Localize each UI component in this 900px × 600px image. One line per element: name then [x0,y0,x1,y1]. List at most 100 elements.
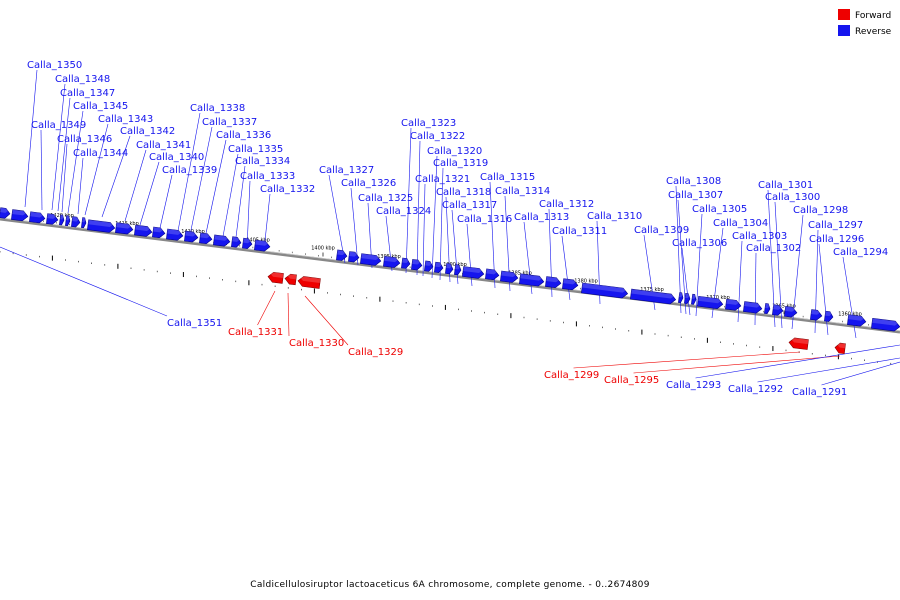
gene-rev-21 [360,253,382,266]
tick-label: 1370 kbp [706,295,730,301]
gene-label-calla-1313: Calla_1313 [514,212,569,223]
leader-line [189,126,213,236]
leader-line [328,174,346,264]
label-leaders [0,69,900,386]
gene-rev-42 [743,301,763,314]
gene-rev-15 [213,234,231,247]
leader-line [51,83,66,211]
leader-line [439,167,444,281]
gene-label-calla-1322: Calla_1322 [410,131,465,142]
leader-line [124,149,147,222]
leader-line [677,199,687,315]
gene-labels: Calla_1350 Calla_1349 Calla_1348 Calla_1347… [27,60,888,398]
gene-fwd-1 [284,273,297,286]
leader-line [821,361,900,386]
legend: Forward Reverse [838,9,892,37]
gene-label-calla-1323: Calla_1323 [401,118,456,129]
leader-line [350,187,359,266]
leader-line [416,140,421,276]
tick-label: 1390 kbp [443,262,467,268]
leader-line [675,185,682,314]
gene-label-calla-1342: Calla_1342 [120,126,175,137]
gene-fwd-3 [788,337,809,350]
tick-label: 1380 kbp [574,279,598,285]
gene-rev-46 [810,309,823,321]
gene-label-calla-1324: Calla_1324 [376,206,431,217]
gene-rev-0 [0,207,11,219]
gene-label-calla-1350: Calla_1350 [27,60,82,71]
gene-label-calla-1309: Calla_1309 [634,225,689,236]
legend-forward-swatch [838,9,850,20]
gene-label-calla-1331: Calla_1331 [228,327,283,338]
gene-rev-14 [199,232,213,245]
gene-label-calla-1315: Calla_1315 [480,172,535,183]
leader-line [287,292,290,337]
gene-rev-29 [462,266,485,279]
gene-label-calla-1337: Calla_1337 [202,117,257,128]
leader-line [139,161,160,226]
gene-label-calla-1314: Calla_1314 [495,186,550,197]
legend-reverse-swatch [838,25,850,36]
gene-label-calla-1325: Calla_1325 [358,193,413,204]
gene-label-calla-1299: Calla_1299 [544,370,599,381]
gene-label-calla-1346: Calla_1346 [57,134,112,145]
leader-line [77,157,84,215]
gene-rev-48 [847,314,867,327]
gene-label-calla-1319: Calla_1319 [433,158,488,169]
gene-label-calla-1349: Calla_1349 [31,120,86,131]
leader-line [0,246,168,317]
gene-rev-45 [784,306,798,318]
gene-label-calla-1351: Calla_1351 [167,318,222,329]
leader-line [405,127,412,274]
gene-rev-31 [500,270,519,283]
gene-rev-6 [71,216,81,228]
leader-line [204,139,227,239]
leader-line [633,355,841,374]
gene-label-calla-1312: Calla_1312 [539,199,594,210]
gene-label-calla-1332: Calla_1332 [260,184,315,195]
gene-label-calla-1304: Calla_1304 [713,218,768,229]
gene-label-calla-1326: Calla_1326 [341,178,396,189]
gene-label-calla-1321: Calla_1321 [415,174,470,185]
leader-line [40,129,43,211]
gene-label-calla-1330: Calla_1330 [289,338,344,349]
leader-line [757,357,900,383]
gene-label-calla-1300: Calla_1300 [765,192,820,203]
leader-line [177,112,201,232]
gene-rev-12 [166,228,184,241]
gene-rev-38 [684,293,691,304]
leader-line [84,123,109,216]
gene-rev-24 [411,259,423,271]
gene-label-calla-1311: Calla_1311 [552,226,607,237]
gene-label-calla-1316: Calla_1316 [457,214,512,225]
gene-rev-2 [29,211,46,224]
leader-line [681,247,691,316]
gene-rev-16 [231,236,242,248]
gene-rev-10 [134,224,153,237]
gene-label-calla-1343: Calla_1343 [98,114,153,125]
gene-rev-23 [401,257,411,269]
gene-label-calla-1344: Calla_1344 [73,148,128,159]
gene-label-calla-1294: Calla_1294 [833,247,888,258]
gene-label-calla-1335: Calla_1335 [228,144,283,155]
leader-line [101,135,131,218]
gene-label-calla-1320: Calla_1320 [427,146,482,157]
gene-rev-36 [630,288,677,305]
gene-rev-17 [242,237,253,249]
gene-rev-26 [434,261,444,273]
gene-rev-11 [152,226,166,239]
leader-line [774,201,783,329]
gene-fwd-0 [267,271,284,284]
gene-label-calla-1339: Calla_1339 [162,165,217,176]
leader-line [737,240,743,323]
gene-rev-5 [65,215,71,227]
gene-label-calla-1310: Calla_1310 [587,211,642,222]
gene-rev-4 [59,214,65,226]
gene-rev-28 [454,264,462,276]
leader-line [695,344,900,379]
leader-line [304,295,349,346]
gene-label-calla-1340: Calla_1340 [149,152,204,163]
leader-line [431,155,438,279]
